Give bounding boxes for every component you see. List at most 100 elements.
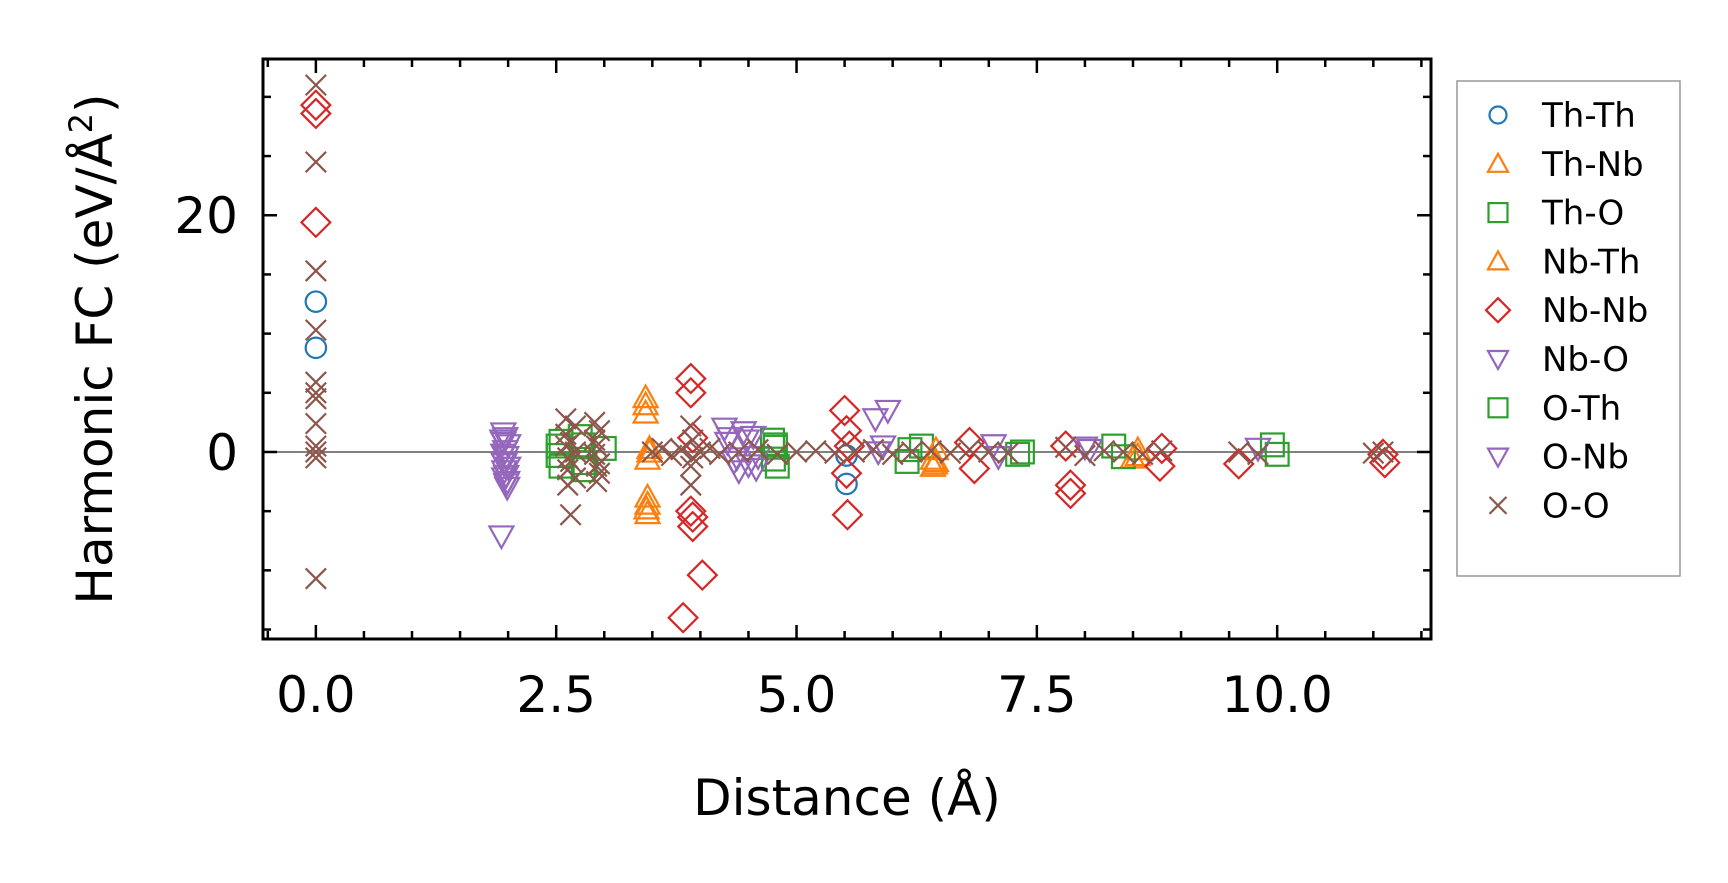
- data-point: [674, 362, 707, 395]
- data-point: [1075, 438, 1104, 464]
- data-point: [958, 438, 981, 461]
- data-point: [667, 601, 700, 634]
- data-point: [920, 439, 943, 462]
- data-point: [1054, 469, 1087, 502]
- data-point: [635, 437, 664, 463]
- y-axis-label-main: Harmonic FC (eV/Å: [66, 133, 124, 604]
- data-point: [559, 503, 582, 526]
- data-point: [828, 394, 861, 427]
- axis-ticks: [263, 59, 1431, 639]
- legend-marker: [1486, 349, 1510, 372]
- data-point: [835, 472, 858, 496]
- data-point: [492, 464, 521, 490]
- x-tick-label: 5.0: [757, 666, 837, 724]
- data-point: [304, 371, 327, 394]
- data-point: [708, 443, 731, 466]
- data-point: [304, 387, 327, 410]
- data-point: [635, 434, 664, 460]
- x-tick-label: 2.5: [516, 666, 596, 724]
- data-point: [699, 437, 721, 460]
- series-o-nb: [488, 429, 1099, 496]
- legend-label: Nb-Th: [1542, 242, 1640, 282]
- series-o-o: [304, 74, 1394, 590]
- data-point: [631, 398, 660, 424]
- data-point: [1112, 441, 1135, 463]
- data-point: [304, 290, 328, 313]
- data-point: [487, 525, 516, 551]
- legend-frame: [1456, 80, 1681, 577]
- data-point: [824, 442, 846, 465]
- data-point: [804, 439, 827, 462]
- data-point: [958, 452, 991, 485]
- data-point: [304, 74, 327, 97]
- data-point: [633, 482, 662, 508]
- data-point: [299, 89, 332, 122]
- data-point: [747, 438, 770, 461]
- data-point: [493, 470, 522, 496]
- legend-label: O-O: [1542, 486, 1610, 526]
- data-point: [739, 425, 768, 451]
- y-axis-label: Harmonic FC (eV/Å2): [62, 93, 124, 604]
- data-point: [585, 470, 608, 493]
- data-point: [833, 430, 866, 463]
- legend-marker: [1486, 249, 1510, 271]
- data-point: [881, 443, 904, 466]
- y-axis-label-tail: ): [66, 93, 124, 113]
- data-point: [564, 414, 587, 437]
- data-point: [732, 429, 761, 455]
- data-point: [766, 443, 789, 466]
- data-point: [299, 206, 332, 239]
- data-point: [713, 431, 742, 457]
- data-point: [633, 489, 662, 515]
- legend-label: Nb-Nb: [1542, 291, 1648, 331]
- data-point: [977, 441, 1000, 463]
- series-th-th: [304, 290, 858, 496]
- legend-label: O-Nb: [1542, 438, 1629, 478]
- data-point: [939, 442, 962, 465]
- data-point: [681, 429, 704, 452]
- legend-label: Th-O: [1541, 194, 1624, 234]
- legend-marker: [1487, 397, 1509, 419]
- data-point: [1222, 447, 1255, 480]
- data-point: [1366, 438, 1399, 471]
- data-point: [304, 567, 327, 590]
- data-point: [900, 441, 923, 463]
- y-tick-label: 20: [174, 187, 238, 245]
- data-point: [864, 441, 893, 467]
- plot-area: [263, 74, 1431, 634]
- legend-label: Nb-O: [1542, 340, 1629, 380]
- data-point: [304, 446, 327, 469]
- data-point: [1110, 444, 1136, 470]
- data-point: [588, 419, 611, 442]
- data-point: [674, 495, 707, 528]
- legend-marker: [1488, 496, 1508, 515]
- data-point: [564, 467, 587, 489]
- data-point: [843, 441, 866, 463]
- data-point: [676, 501, 709, 534]
- legend-marker: [1488, 105, 1508, 125]
- data-point: [742, 457, 771, 483]
- data-point: [830, 457, 863, 490]
- data-point: [1150, 439, 1173, 462]
- legend-marker: [1487, 202, 1509, 224]
- legend-label: Th-Th: [1541, 96, 1636, 136]
- plot-frame: [261, 57, 1433, 641]
- data-point: [1009, 439, 1035, 465]
- data-point: [588, 452, 611, 475]
- legend: Th-Th Th-Nb Th-O Nb-Th Nb-Nb Nb-O O-Th O-Nb O-O: [1456, 80, 1681, 577]
- data-point: [660, 444, 683, 467]
- data-point: [554, 407, 577, 430]
- data-point: [831, 498, 864, 531]
- data-point: [632, 494, 661, 520]
- data-point: [304, 381, 327, 404]
- data-point: [1362, 442, 1385, 465]
- data-point: [304, 259, 327, 282]
- data-point: [1246, 443, 1269, 466]
- x-tick-label: 7.5: [997, 666, 1077, 724]
- data-point: [1054, 436, 1077, 459]
- data-point: [564, 441, 587, 463]
- data-point: [759, 427, 785, 453]
- data-point: [588, 462, 611, 485]
- data-point: [304, 441, 327, 463]
- legend-marker: [1486, 151, 1510, 173]
